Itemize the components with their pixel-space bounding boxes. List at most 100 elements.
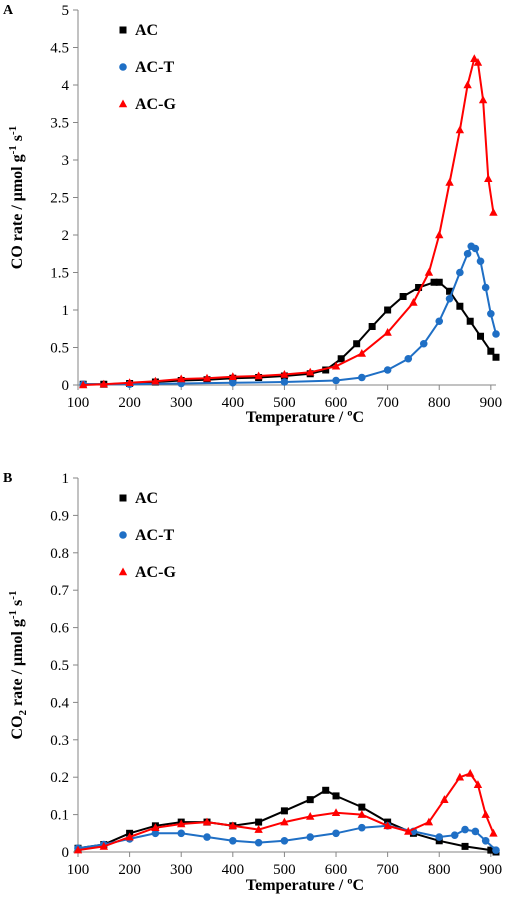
x-tick-label: 500 — [273, 395, 296, 411]
series-line — [83, 281, 497, 386]
data-point — [440, 795, 449, 803]
series-ac — [79, 278, 500, 388]
y-tick-label: 3.5 — [50, 116, 69, 132]
data-point — [357, 349, 367, 357]
data-point — [435, 230, 444, 239]
data-point — [358, 823, 366, 832]
y-tick-label: 1 — [62, 471, 70, 487]
x-tick-label: 100 — [67, 862, 90, 878]
legend-label: AC-T — [135, 59, 174, 76]
data-point — [280, 370, 289, 378]
y-tick-label: 1 — [62, 303, 70, 319]
y-tick-label: 3 — [62, 153, 70, 169]
x-tick-label: 400 — [222, 395, 245, 411]
data-point — [487, 846, 495, 854]
data-point — [337, 355, 345, 363]
data-point — [254, 838, 263, 847]
data-point — [473, 58, 483, 66]
x-tick-label: 700 — [376, 395, 399, 411]
data-point — [481, 810, 490, 818]
x-tick-label: 700 — [376, 862, 399, 878]
data-point — [461, 842, 469, 850]
data-point — [331, 808, 341, 817]
data-point — [332, 376, 340, 385]
data-point — [383, 366, 392, 374]
data-point — [228, 821, 238, 830]
data-point — [404, 354, 413, 363]
x-axis-label: Temperature / ºC — [246, 409, 364, 426]
y-tick-label: 2 — [62, 228, 70, 244]
data-point — [384, 306, 392, 314]
data-point — [358, 803, 366, 811]
data-point — [383, 328, 392, 336]
data-point — [177, 819, 186, 828]
data-point — [353, 340, 361, 348]
data-point — [280, 378, 289, 386]
data-point — [306, 796, 314, 804]
data-point — [477, 332, 485, 340]
data-point — [481, 836, 490, 845]
data-point — [229, 378, 237, 387]
panel-a: A 0 0.5 1 1.5 2 2.5 3 3.5 4 4.5 5 100 200 300 400 500 600… — [3, 3, 502, 426]
data-point — [177, 829, 186, 838]
y-tick-label: 0 — [62, 378, 70, 394]
legend-marker — [119, 26, 127, 34]
data-point — [151, 829, 160, 838]
data-point — [409, 298, 418, 306]
data-point — [306, 833, 315, 841]
x-tick-label: 400 — [222, 862, 245, 878]
data-point — [358, 373, 366, 382]
data-point — [492, 846, 500, 854]
y-tick-label: 0.9 — [50, 508, 69, 524]
data-point — [487, 309, 495, 318]
data-point — [492, 353, 500, 361]
y-tick-label: 4.5 — [50, 41, 69, 57]
x-tick-label: 600 — [325, 862, 348, 878]
data-point — [125, 378, 134, 387]
data-point — [229, 836, 237, 845]
x-tick-label: 900 — [480, 395, 503, 411]
data-point — [177, 374, 186, 383]
data-point — [446, 287, 454, 295]
x-tick-label: 800 — [428, 395, 451, 411]
x-axis-label: Temperature / ºC — [246, 877, 364, 894]
legend-label: AC — [135, 22, 158, 39]
y-tick-label: 5 — [62, 3, 70, 19]
data-point — [404, 826, 413, 835]
data-point — [435, 833, 444, 841]
data-point — [484, 174, 493, 183]
x-tick-label: 500 — [273, 862, 296, 878]
y-tick-label: 0.7 — [50, 583, 69, 599]
data-point — [357, 810, 367, 818]
data-point — [473, 780, 483, 788]
x-tick-label: 900 — [480, 862, 503, 878]
y-axis-label: CO2 rate / μmol g-1 s-1 — [7, 591, 29, 740]
data-point — [306, 811, 315, 820]
data-point — [99, 841, 109, 850]
data-point — [489, 828, 498, 837]
data-point — [435, 317, 444, 326]
data-point — [332, 829, 340, 838]
data-point — [322, 366, 330, 374]
data-point — [461, 825, 469, 834]
data-point — [424, 817, 434, 826]
legend-label: AC-G — [135, 96, 176, 113]
y-tick-label: 0.3 — [50, 733, 69, 749]
data-point — [254, 825, 263, 833]
data-point — [487, 347, 495, 355]
y-tick-label: 0.5 — [50, 341, 69, 357]
data-point — [280, 836, 289, 845]
legend-label: AC-T — [135, 527, 174, 544]
data-point — [368, 323, 376, 330]
y-tick-label: 1.5 — [50, 266, 69, 282]
legend-label: AC — [135, 490, 158, 507]
y-tick-label: 0.6 — [50, 621, 69, 637]
data-point — [151, 823, 160, 831]
legend-marker — [119, 531, 127, 539]
data-point — [465, 768, 475, 777]
data-point — [445, 294, 454, 303]
data-point — [280, 807, 288, 815]
data-point — [450, 831, 459, 839]
data-point — [254, 371, 263, 380]
